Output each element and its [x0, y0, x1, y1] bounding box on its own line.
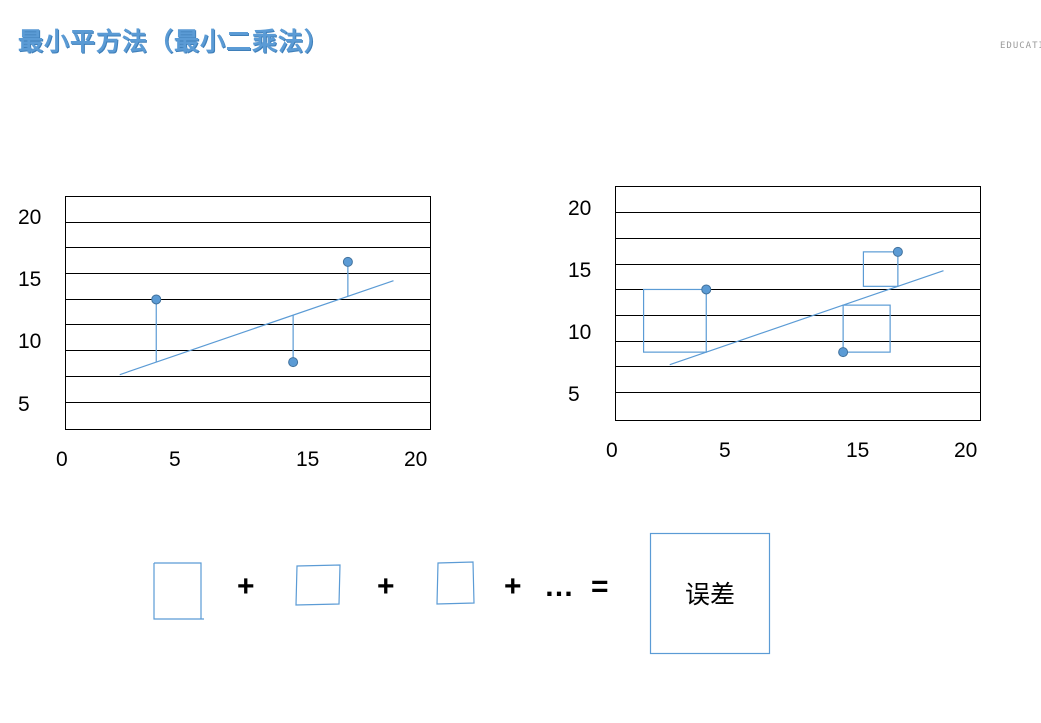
equals-sign: =: [591, 570, 609, 603]
plus-sign: +: [237, 570, 255, 603]
grid-lines: [615, 186, 981, 421]
y-tick-label: 10: [18, 330, 41, 353]
brand-watermark: EDUCATI: [1000, 41, 1041, 51]
result-box: [649, 532, 771, 655]
page-title: 最小平方法（最小二乘法）: [18, 27, 331, 56]
data-point: [701, 284, 712, 295]
plot-frame: [615, 186, 981, 421]
chart-left: 20 15 10 5 0 5 15 20: [18, 196, 431, 471]
data-point: [288, 357, 299, 368]
grid-lines: [65, 196, 431, 430]
y-tick-label: 20: [18, 206, 41, 229]
y-tick-label: 5: [568, 383, 580, 406]
equation-row: + + + … = 误差: [153, 532, 771, 655]
plus-sign: +: [504, 570, 522, 603]
chart-right: 20 15 10 5 0 5 15 20: [568, 186, 981, 462]
data-point: [838, 347, 849, 358]
y-tick-label: 5: [18, 393, 30, 416]
y-tick-label: 20: [568, 197, 591, 220]
residual-square: [862, 251, 899, 287]
x-tick-label: 5: [719, 439, 731, 462]
x-tick-label: 0: [606, 439, 618, 462]
result-label: 误差: [685, 580, 735, 609]
data-point: [892, 246, 903, 257]
x-tick-label: 15: [296, 448, 319, 471]
y-tick-label: 10: [568, 321, 591, 344]
x-tick-label: 5: [169, 448, 181, 471]
data-point: [342, 256, 353, 267]
fit-line: [119, 280, 394, 376]
plus-sign: +: [377, 570, 395, 603]
y-tick-label: 15: [568, 259, 591, 282]
error-square-1: [153, 562, 204, 620]
plot-frame: [65, 196, 431, 430]
fit-line: [669, 270, 944, 366]
x-tick-label: 20: [954, 439, 977, 462]
x-tick-label: 20: [404, 448, 427, 471]
x-tick-label: 0: [56, 448, 68, 471]
residual-square: [842, 304, 891, 353]
chart-marks: [119, 256, 394, 376]
y-tick-label: 15: [18, 268, 41, 291]
error-square-3: [436, 561, 475, 605]
error-square-2: [295, 564, 341, 606]
chart-marks: [642, 246, 944, 366]
residual-square: [642, 288, 707, 353]
data-point: [151, 294, 162, 305]
ellipsis: …: [544, 570, 574, 603]
x-tick-label: 15: [846, 439, 869, 462]
